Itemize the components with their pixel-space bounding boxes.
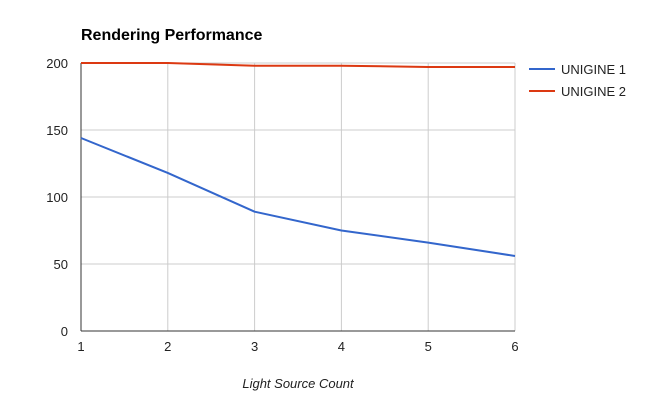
- chart-title: Rendering Performance: [81, 27, 262, 44]
- legend-label-1: UNIGINE 1: [561, 62, 626, 77]
- series-line-1: [80, 137, 516, 257]
- x-tick-label: 3: [251, 339, 258, 354]
- y-tick-label: 150: [46, 123, 68, 138]
- x-tick-label: 6: [511, 339, 518, 354]
- x-tick-label: 1: [77, 339, 84, 354]
- legend: UNIGINE 1 UNIGINE 2: [529, 62, 626, 99]
- y-tick-label: 0: [61, 324, 68, 339]
- axes: 0 50 100 150 200 1 2 3 4 5 6: [46, 56, 518, 354]
- series-line-2: [81, 62, 515, 68]
- y-tick-label: 200: [46, 56, 68, 71]
- y-tick-label: 50: [54, 257, 68, 272]
- series-group: [80, 62, 516, 257]
- x-tick-label: 2: [164, 339, 171, 354]
- y-tick-label: 100: [46, 190, 68, 205]
- x-tick-label: 5: [425, 339, 432, 354]
- x-axis-title: Light Source Count: [242, 376, 355, 391]
- legend-label-2: UNIGINE 2: [561, 84, 626, 99]
- grid: [81, 62, 516, 331]
- x-tick-label: 4: [338, 339, 345, 354]
